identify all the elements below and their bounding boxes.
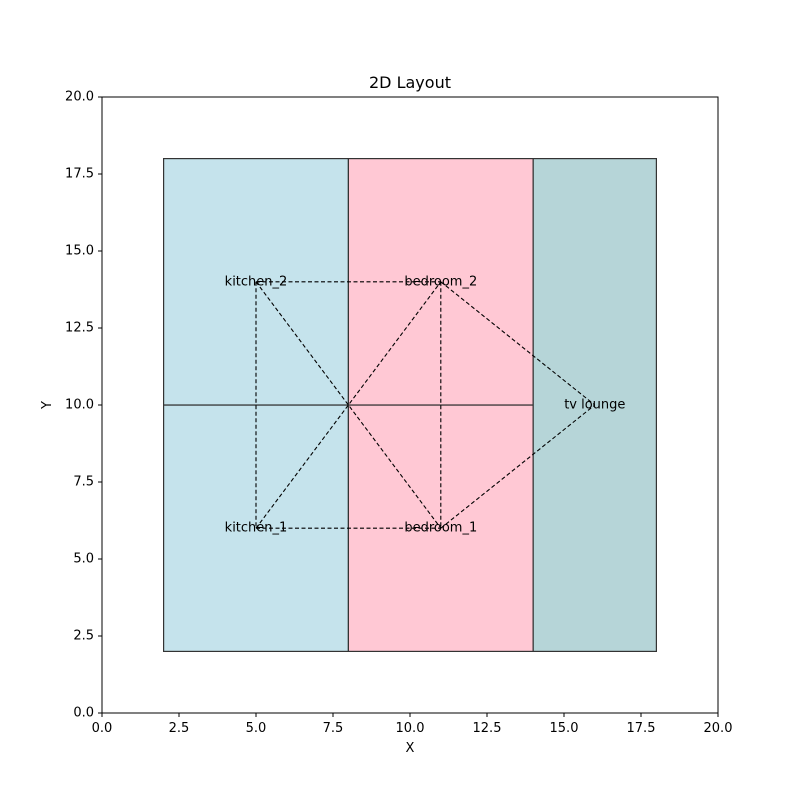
node-label-bedroom_2: bedroom_2 — [404, 274, 477, 289]
x-tick-label: 0.0 — [92, 721, 113, 736]
edge-kitchen_1-bedroom_2 — [255, 281, 442, 529]
x-tick-label: 15.0 — [550, 721, 579, 736]
x-tick-label: 12.5 — [473, 721, 502, 736]
y-tick-label: 10.0 — [65, 398, 94, 413]
x-tick-label: 7.5 — [323, 721, 344, 736]
x-tick-label: 5.0 — [246, 721, 267, 736]
x-tick-label: 20.0 — [704, 721, 733, 736]
node-label-kitchen_2: kitchen_2 — [225, 274, 288, 289]
y-tick-label: 7.5 — [73, 475, 94, 490]
chart-title: 2D Layout — [369, 73, 451, 92]
x-tick-label: 17.5 — [627, 721, 656, 736]
node-label-kitchen_1: kitchen_1 — [225, 521, 288, 536]
edge-bedroom_1-tv_lounge — [440, 404, 596, 529]
x-tick-label: 10.0 — [396, 721, 425, 736]
edges-layer — [255, 281, 596, 529]
node-label-tv_lounge: tv lounge — [564, 398, 625, 413]
edge-kitchen_2-bedroom_1 — [255, 281, 442, 529]
y-tick-label: 2.5 — [73, 629, 94, 644]
y-tick-label: 17.5 — [65, 167, 94, 182]
edge-bedroom_2-tv_lounge — [440, 281, 596, 406]
y-axis-label: Y — [40, 401, 55, 410]
labels-layer: kitchen_1 kitchen_2 bedroom_1 bedroom_2tv l… — [225, 274, 626, 535]
x-axis-label: X — [406, 741, 415, 756]
y-tick-label: 5.0 — [73, 552, 94, 567]
x-tick-label: 2.5 — [169, 721, 190, 736]
y-tick-label: 0.0 — [73, 706, 94, 721]
x-axis-ticks: 0.0 2.5 5.0 7.5 10.0 12.5 15.0 17.5 20.0 — [92, 713, 733, 736]
y-tick-label: 12.5 — [65, 321, 94, 336]
node-label-bedroom_1: bedroom_1 — [404, 521, 477, 536]
y-axis-ticks: 0.0 2.5 5.0 7.5 10.0 12.5 15.0 17.5 20.0 — [65, 90, 102, 721]
y-tick-label: 15.0 — [65, 244, 94, 259]
y-tick-label: 20.0 — [65, 90, 94, 105]
